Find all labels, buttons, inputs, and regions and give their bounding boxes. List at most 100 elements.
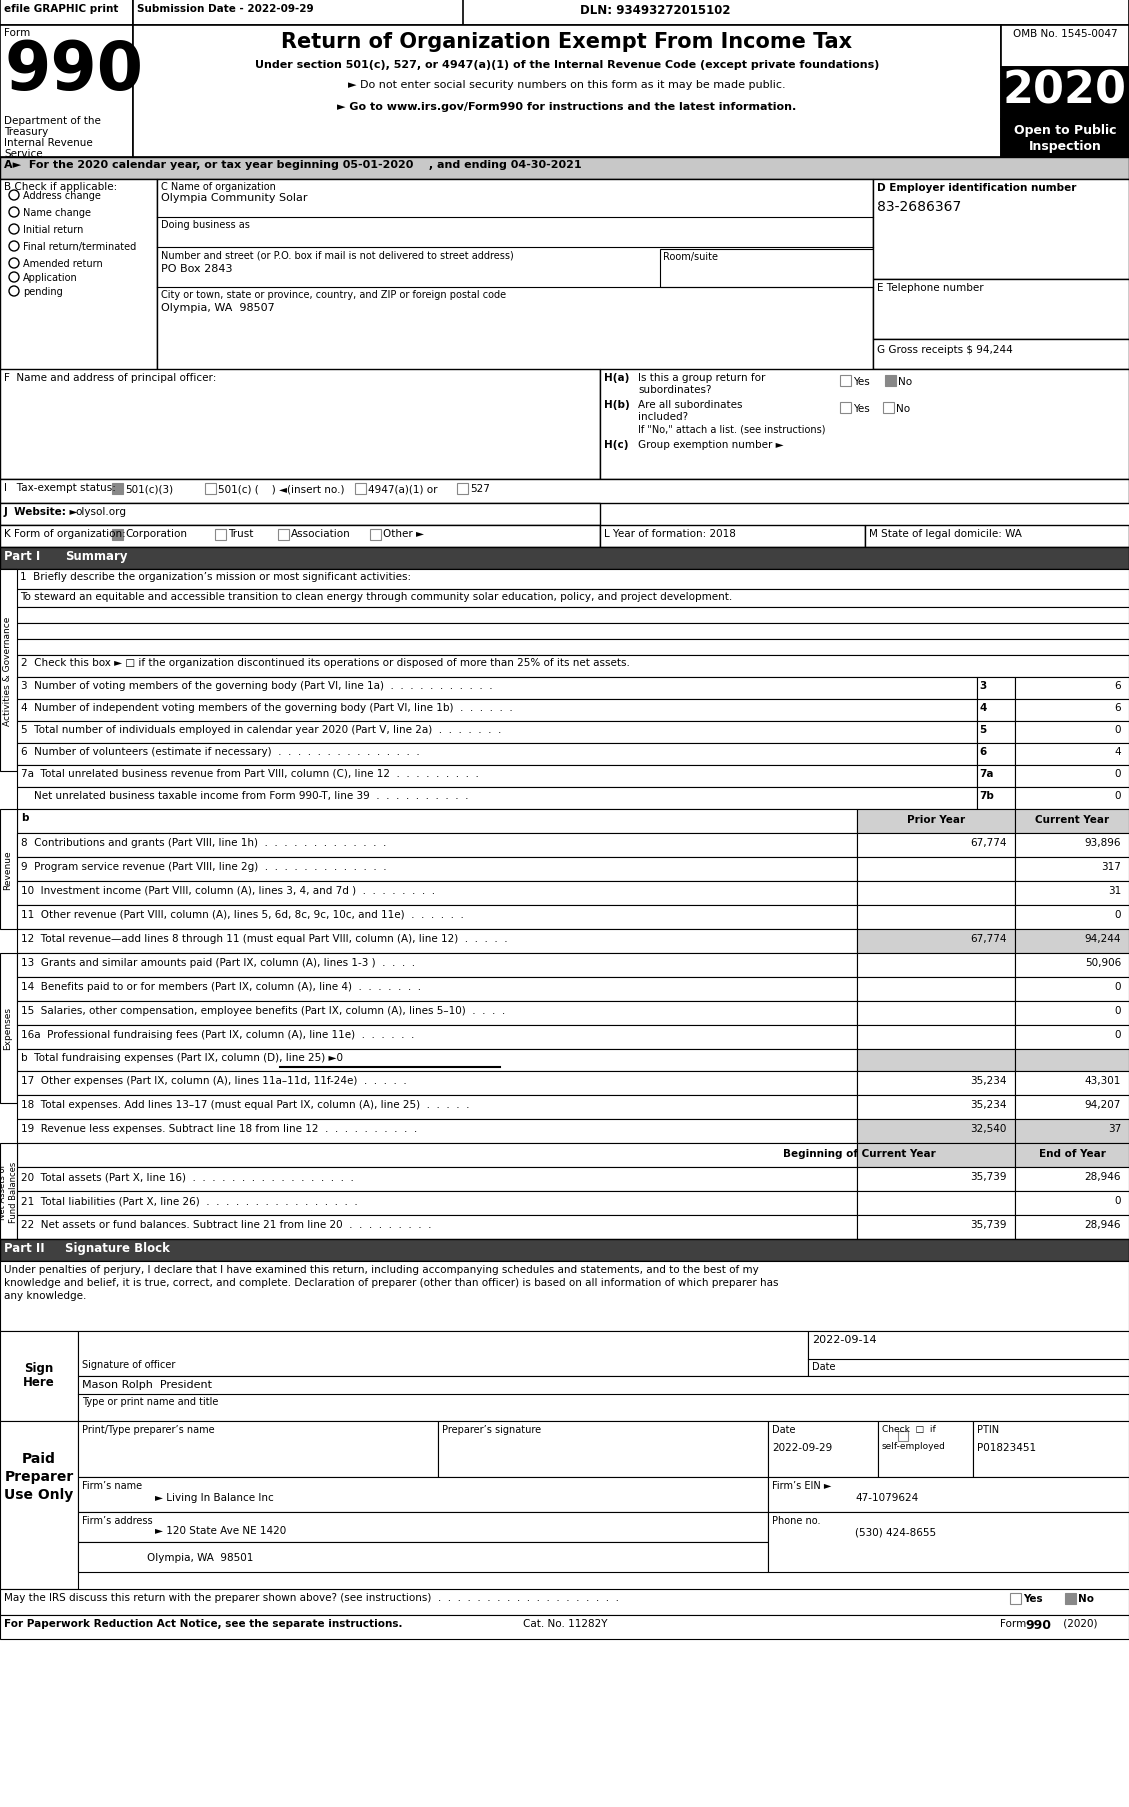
Bar (977, 744, 1015, 766)
Text: 9  Program service revenue (Part VIII, line 2g)  .  .  .  .  .  .  .  .  .  .  .: 9 Program service revenue (Part VIII, li… (21, 862, 386, 871)
Text: 19  Revenue less expenses. Subtract line 18 from line 12  .  .  .  .  .  .  .  .: 19 Revenue less expenses. Subtract line … (21, 1124, 418, 1133)
Bar (898, 1431, 908, 1442)
Bar (17, 1191, 857, 1216)
Text: E Telephone number: E Telephone number (877, 284, 983, 293)
Bar (17, 1025, 857, 1050)
Bar (1001, 69, 1129, 119)
Text: ► Go to www.irs.gov/Form990 for instructions and the latest information.: ► Go to www.irs.gov/Form990 for instruct… (338, 101, 797, 112)
Text: 5  Total number of individuals employed in calendar year 2020 (Part V, line 2a) : 5 Total number of individuals employed i… (21, 725, 501, 735)
Bar (17, 699, 977, 721)
Text: Room/suite: Room/suite (663, 251, 718, 262)
Bar (0, 569, 17, 772)
Bar (78, 1512, 768, 1541)
Bar (112, 484, 123, 495)
Text: 2022-09-14: 2022-09-14 (812, 1334, 876, 1344)
Text: B Check if applicable:: B Check if applicable: (5, 183, 117, 192)
Bar (0, 504, 599, 526)
Text: C Name of organization: C Name of organization (161, 183, 275, 192)
Text: 83-2686367: 83-2686367 (877, 201, 961, 213)
Text: 35,739: 35,739 (971, 1220, 1007, 1229)
Text: 3: 3 (979, 681, 987, 690)
Text: 2022-09-29: 2022-09-29 (772, 1442, 832, 1453)
Text: 6: 6 (1114, 703, 1121, 712)
Bar (112, 529, 123, 540)
Text: pending: pending (23, 287, 63, 296)
Text: End of Year: End of Year (1039, 1149, 1105, 1158)
Text: 35,234: 35,234 (971, 1099, 1007, 1109)
Text: 5: 5 (979, 725, 987, 735)
Bar (78, 1422, 438, 1476)
Bar (215, 529, 226, 540)
Text: ► 120 State Ave NE 1420: ► 120 State Ave NE 1420 (155, 1525, 287, 1536)
Bar (0, 810, 17, 929)
Bar (1015, 1025, 1129, 1050)
Text: May the IRS discuss this return with the preparer shown above? (see instructions: May the IRS discuss this return with the… (5, 1592, 619, 1603)
Text: Firm’s EIN ►: Firm’s EIN ► (772, 1480, 831, 1491)
Bar (1015, 721, 1129, 744)
Text: Service: Service (5, 148, 43, 159)
Text: No: No (898, 378, 912, 387)
Text: 4  Number of independent voting members of the governing body (Part VI, line 1b): 4 Number of independent voting members o… (21, 703, 513, 712)
Bar (205, 484, 216, 495)
Text: A►  For the 2020 calendar year, or tax year beginning 05-01-2020    , and ending: A► For the 2020 calendar year, or tax ye… (5, 159, 581, 170)
Text: Number and street (or P.O. box if mail is not delivered to street address): Number and street (or P.O. box if mail i… (161, 249, 514, 260)
Text: Yes: Yes (854, 378, 869, 387)
Bar (17, 1144, 857, 1167)
Text: F  Name and address of principal officer:: F Name and address of principal officer: (5, 372, 217, 383)
Text: 14  Benefits paid to or for members (Part IX, column (A), line 4)  .  .  .  .  .: 14 Benefits paid to or for members (Part… (21, 981, 421, 992)
Bar (973, 1422, 1129, 1476)
Text: subordinates?: subordinates? (638, 385, 711, 394)
Text: ► Do not enter social security numbers on this form as it may be made public.: ► Do not enter social security numbers o… (348, 80, 786, 90)
Text: 7a: 7a (979, 768, 994, 779)
Text: Expenses: Expenses (3, 1006, 12, 1050)
Text: Firm’s address: Firm’s address (82, 1514, 152, 1525)
Text: 0: 0 (1114, 1030, 1121, 1039)
Bar (1015, 744, 1129, 766)
Bar (0, 181, 157, 399)
Text: Net Assets or
Fund Balances: Net Assets or Fund Balances (0, 1160, 18, 1222)
Text: M State of legal domicile: WA: M State of legal domicile: WA (869, 529, 1022, 538)
Bar (1015, 678, 1129, 699)
Bar (1015, 1167, 1129, 1191)
Bar (0, 157, 1129, 181)
Text: Olympia Community Solar: Olympia Community Solar (161, 193, 307, 202)
Text: Group exemption number ►: Group exemption number ► (638, 439, 784, 450)
Text: Paid: Paid (23, 1451, 56, 1465)
Text: 47-1079624: 47-1079624 (855, 1493, 918, 1502)
Bar (1015, 1072, 1129, 1095)
Bar (0, 607, 1129, 623)
Bar (977, 788, 1015, 810)
Text: Date: Date (772, 1424, 796, 1435)
Text: Trust: Trust (228, 529, 253, 538)
Text: 6  Number of volunteers (estimate if necessary)  .  .  .  .  .  .  .  .  .  .  .: 6 Number of volunteers (estimate if nece… (21, 746, 420, 757)
Bar (873, 181, 1129, 280)
Text: Open to Public: Open to Public (1014, 125, 1117, 137)
Text: olysol.org: olysol.org (75, 506, 126, 517)
Text: Signature of officer: Signature of officer (82, 1359, 175, 1370)
Bar (885, 376, 896, 387)
Bar (1015, 978, 1129, 1001)
Text: P01823451: P01823451 (977, 1442, 1036, 1453)
Text: DLN: 93493272015102: DLN: 93493272015102 (580, 4, 730, 16)
Bar (1015, 833, 1129, 858)
Bar (17, 810, 857, 833)
Text: Part I: Part I (5, 549, 41, 562)
Text: 15  Salaries, other compensation, employee benefits (Part IX, column (A), lines : 15 Salaries, other compensation, employe… (21, 1005, 506, 1016)
Text: H(c): H(c) (604, 439, 629, 450)
Text: Preparer’s signature: Preparer’s signature (441, 1424, 541, 1435)
Text: Initial return: Initial return (23, 224, 84, 235)
Bar (457, 484, 469, 495)
Text: 1  Briefly describe the organization’s mission or most significant activities:: 1 Briefly describe the organization’s mi… (20, 571, 411, 582)
Text: Application: Application (23, 273, 78, 284)
Text: 93,896: 93,896 (1085, 837, 1121, 847)
Bar (17, 1095, 857, 1119)
Text: Olympia, WA  98501: Olympia, WA 98501 (147, 1552, 253, 1561)
Text: 17  Other expenses (Part IX, column (A), lines 11a–11d, 11f-24e)  .  .  .  .  .: 17 Other expenses (Part IX, column (A), … (21, 1075, 406, 1086)
Text: 0: 0 (1114, 768, 1121, 779)
Bar (78, 1332, 808, 1377)
Bar (1015, 1119, 1129, 1144)
Text: 990: 990 (5, 38, 143, 105)
Text: Olympia, WA  98507: Olympia, WA 98507 (161, 304, 274, 313)
Text: No: No (896, 403, 910, 414)
Bar (17, 744, 977, 766)
